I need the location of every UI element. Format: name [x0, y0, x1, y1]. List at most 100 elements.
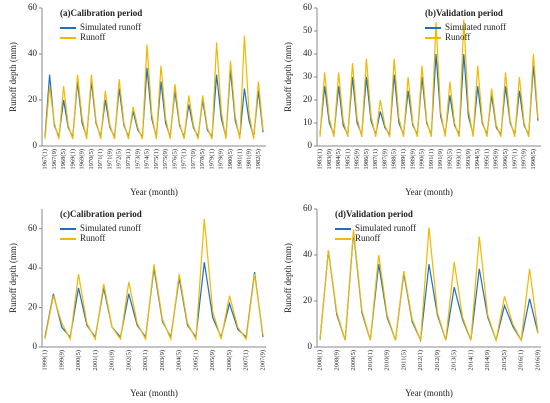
x-tick-label: 1981(1) [236, 149, 243, 170]
x-tick-label: 2001(1) [92, 350, 99, 371]
x-tick-label: 2009(5) [350, 350, 357, 371]
x-axis-title: Year (month) [405, 187, 453, 197]
x-tick-label: 2012(1) [417, 350, 424, 371]
x-tick-label: 1997(1) [511, 149, 518, 170]
panel: 0 20 40 60 1999(1) 1999(9) 2000(5) 2001(1) 2001(… [8, 209, 266, 398]
legend-label: Runoff [445, 32, 470, 42]
x-tick-label: 2011(5) [400, 350, 407, 370]
y-tick-label: 60 [303, 2, 313, 12]
x-tick-label: 1973(9) [134, 149, 141, 170]
x-tick-label: 2008(1) [316, 350, 323, 371]
x-tick-label: 1990(5) [419, 149, 426, 170]
x-tick-label: 2003(9) [159, 350, 166, 371]
y-tick-label: 0 [33, 341, 38, 351]
x-tick-label: 1984(5) [335, 149, 342, 170]
x-tick-label: 1983(9) [326, 149, 333, 170]
x-tick-label: 2014(1) [467, 350, 474, 371]
panel-title: (a)Calibration period [60, 8, 142, 18]
x-tick-label: 1986(5) [363, 149, 370, 170]
x-tick-label: 1999(9) [58, 350, 65, 371]
y-tick-label: 10 [303, 117, 313, 127]
y-axis-title: Runoff depth (mm) [8, 243, 18, 313]
series-line [44, 35, 264, 140]
x-tick-label: 1997(9) [521, 149, 528, 170]
x-tick-label: 1981(9) [246, 149, 253, 170]
x-tick-label: 2003(1) [142, 350, 149, 371]
y-tick-label: 0 [308, 341, 313, 351]
series-line [319, 227, 539, 343]
x-tick-label: 1993(9) [465, 149, 472, 170]
x-tick-label: 2012(9) [434, 350, 441, 371]
legend-label: Runoff [80, 233, 105, 243]
x-tick-label: 2005(9) [209, 350, 216, 371]
x-tick-label: 1985(1) [344, 149, 351, 170]
x-tick-label: 1975(1) [153, 149, 160, 170]
x-axis-title: Year (month) [130, 187, 178, 197]
x-tick-label: 1989(9) [409, 149, 416, 170]
x-tick-label: 1973(1) [125, 149, 132, 170]
x-tick-label: 2007(9) [259, 350, 266, 371]
x-tick-label: 1982(5) [255, 149, 262, 170]
x-tick-label: 1967(9) [51, 149, 58, 170]
x-tick-label: 1971(9) [106, 149, 113, 170]
x-tick-label: 1995(9) [493, 149, 500, 170]
x-tick-label: 1989(1) [400, 149, 407, 170]
legend-label: Runoff [80, 32, 105, 42]
x-tick-label: 1975(9) [162, 149, 169, 170]
x-tick-label: 1985(9) [354, 149, 361, 170]
x-tick-label: 2013(5) [451, 350, 458, 371]
x-tick-label: 2000(5) [75, 350, 82, 371]
x-tick-label: 1969(9) [79, 149, 86, 170]
series-line [319, 19, 539, 138]
x-tick-label: 1968(5) [60, 149, 67, 170]
x-tick-label: 1998(5) [530, 149, 537, 170]
y-tick-label: 20 [303, 94, 313, 104]
y-axis-title: Runoff depth (mm) [8, 42, 18, 112]
x-tick-label: 2005(1) [192, 350, 199, 371]
x-axis-title: Year (month) [405, 388, 453, 398]
x-tick-label: 2007(1) [243, 350, 250, 371]
y-tick-label: 40 [303, 249, 313, 259]
x-tick-label: 1988(5) [391, 149, 398, 170]
panel-title: (d)Validation period [335, 209, 413, 219]
x-tick-label: 1977(1) [181, 149, 188, 170]
y-tick-label: 60 [28, 223, 38, 233]
x-tick-label: 2001(9) [109, 350, 116, 371]
x-tick-label: 1993(1) [456, 149, 463, 170]
x-tick-label: 1991(9) [437, 149, 444, 170]
x-tick-label: 1970(5) [88, 149, 95, 170]
y-axis-title: Runoff depth (mm) [283, 243, 293, 313]
y-tick-label: 30 [303, 71, 313, 81]
x-tick-label: 1976(5) [171, 149, 178, 170]
x-tick-label: 1987(1) [372, 149, 379, 170]
y-tick-label: 20 [303, 295, 313, 305]
panel: 0 20 40 60 2008(1) 2008(9) 2009(5) 2010(1) 2010(… [283, 203, 541, 398]
y-tick-label: 0 [33, 140, 38, 150]
y-tick-label: 0 [308, 140, 313, 150]
panel-title: (b)Validation period [425, 8, 503, 18]
x-tick-label: 1979(9) [218, 149, 225, 170]
y-tick-label: 40 [28, 262, 38, 272]
y-tick-label: 60 [303, 203, 313, 213]
x-tick-label: 2004(5) [176, 350, 183, 371]
x-tick-label: 1979(1) [208, 149, 215, 170]
y-tick-label: 40 [303, 48, 313, 58]
x-tick-label: 2010(9) [384, 350, 391, 371]
legend-label: Runoff [355, 233, 380, 243]
x-tick-label: 1969(1) [69, 149, 76, 170]
panel: 0 10 20 30 40 50 60 1983(1) 1983(9) 1984(5) 1985(1… [283, 2, 541, 197]
x-tick-label: 1971(1) [97, 149, 104, 170]
x-tick-label: 2002(5) [125, 350, 132, 371]
legend-label: Simulated runoff [445, 22, 506, 32]
x-tick-label: 1980(5) [227, 149, 234, 170]
y-tick-label: 20 [28, 94, 38, 104]
x-tick-label: 2016(9) [534, 350, 541, 371]
panel-title: (c)Calibration period [60, 209, 142, 219]
x-tick-label: 2006(5) [226, 350, 233, 371]
y-tick-label: 20 [28, 302, 38, 312]
x-tick-label: 1983(1) [316, 149, 323, 170]
x-tick-label: 2016(1) [518, 350, 525, 371]
y-tick-label: 50 [303, 25, 313, 35]
x-tick-label: 1978(5) [199, 149, 206, 170]
